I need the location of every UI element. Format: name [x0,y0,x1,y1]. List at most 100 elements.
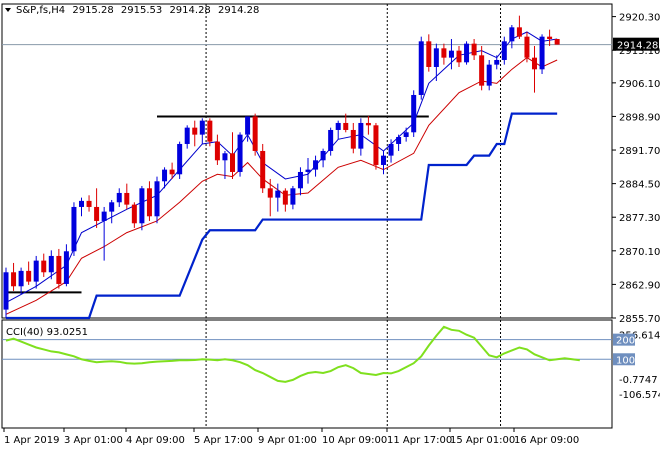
candle [373,122,379,170]
candle [252,113,258,156]
trailing-stop-line [6,112,558,320]
lower-average-line [5,57,558,315]
candle [184,125,190,149]
candle-body [418,41,424,95]
cci-tick-label: 256.6148 [619,331,660,342]
candle-body [260,150,266,189]
candle [275,183,281,212]
price-tick-label: 2877.30 [619,213,660,224]
candle-body [426,41,432,67]
candle [267,178,273,217]
candle [192,120,198,147]
candle-body [516,27,522,37]
price-tick-label: 2855.70 [619,314,660,325]
candle-body [479,55,485,86]
candle-body [365,122,371,126]
time-tick-label: 11 Apr 17:00 [387,435,452,446]
candle [456,45,462,67]
candle [494,55,500,70]
candle [486,59,492,91]
candle-body [124,192,130,205]
candle-body [199,120,205,135]
candle-body [509,27,515,42]
candle-body [26,270,32,282]
candle-body [373,125,379,165]
candle [335,120,341,140]
candle [396,134,402,151]
candle-body [471,43,477,56]
candle [245,116,251,142]
candle [18,267,24,295]
candle-body [335,122,341,130]
candle-body [343,122,349,130]
candle-body [313,160,319,170]
candle-body [94,206,100,221]
candle-body [56,255,62,284]
candle-body [524,36,530,58]
candle-body [532,57,537,70]
cci-panel [1,319,613,429]
cci-tick-label: 100 [616,355,635,366]
candle [403,127,409,142]
candle-body [433,48,439,67]
candle-body [275,190,281,198]
price-tick-label: 2920.30 [619,13,660,24]
candle [290,185,296,210]
cci-frame [1,319,613,429]
candle [539,34,545,74]
cci-tick-label: -106.5747 [619,390,660,401]
axes: 2920.30 2913.10 2906.10 2898.90 2891.70 2884.… [3,8,660,446]
cci-label: CCI(40) 93.0251 [6,327,88,338]
candle-body [146,188,152,217]
candle [381,150,386,175]
cci-level-marker [613,333,635,346]
candle-body [177,143,183,175]
candle [471,38,477,60]
candle [11,262,17,291]
candle [33,255,39,289]
candle-body [282,190,288,205]
candle [177,141,183,179]
candle-body [207,120,213,142]
candle [222,150,228,179]
candle [199,118,205,144]
candle [320,148,326,168]
price-frame [1,3,613,319]
candle [516,15,522,39]
chart-header: S&P,fs,H4 2915.28 2915.53 2914.28 2914.2… [16,5,259,16]
candle-body [328,129,334,151]
time-tick-label: 3 Apr 01:00 [64,435,123,446]
candle [305,157,311,184]
time-tick-label: 16 Apr 09:00 [514,435,579,446]
upper-average-line [5,31,558,304]
candle [162,167,168,189]
candle [358,118,364,156]
candle-body [222,153,228,161]
cci-tick-label: 200 [616,336,635,347]
candle [328,127,334,156]
candle [388,139,394,163]
time-tick-label: 10 Apr 09:00 [322,435,387,446]
time-tick-label: 15 Apr 01:00 [450,435,515,446]
candle-body [214,141,220,161]
candle [260,143,266,193]
price-tick-label: 2884.50 [619,180,660,191]
candle-body [184,127,190,144]
candle-body [290,188,296,205]
candle [139,185,145,231]
candle-body [71,206,77,252]
candle-body [116,192,122,203]
candle [501,36,507,65]
candle-body [501,41,507,60]
candle-body [464,43,470,63]
candle-body [381,155,386,165]
candle [3,267,9,318]
candle [146,181,152,221]
time-tick-label: 5 Apr 17:00 [194,435,253,446]
candle-body [297,171,303,189]
time-tick-label: 1 Apr 2019 [4,435,59,446]
candle [524,31,530,63]
candle [554,38,560,45]
candle [207,118,213,147]
